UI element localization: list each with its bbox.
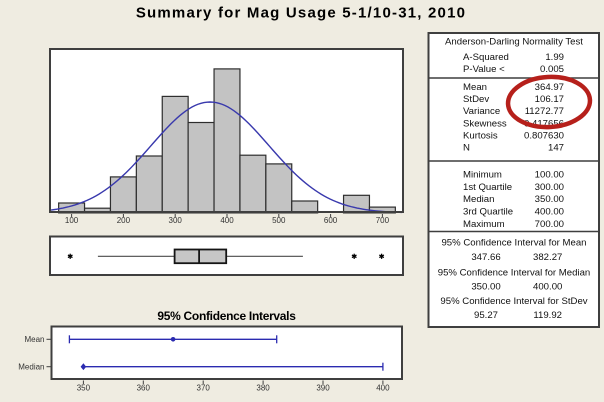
- svg-text:95% Confidence Intervals: 95% Confidence Intervals: [157, 309, 296, 323]
- svg-text:350: 350: [77, 384, 91, 393]
- svg-text:100.00: 100.00: [535, 170, 564, 181]
- svg-text:P-Value <: P-Value <: [463, 64, 505, 75]
- svg-text:400.00: 400.00: [533, 281, 562, 292]
- svg-text:350.00: 350.00: [535, 194, 564, 205]
- svg-text:StDev: StDev: [463, 94, 489, 105]
- svg-text:200: 200: [117, 216, 131, 225]
- svg-text:Anderson-Darling Normality Tes: Anderson-Darling Normality Test: [445, 37, 583, 48]
- svg-text:95.27: 95.27: [474, 310, 498, 321]
- svg-text:0.417656: 0.417656: [524, 118, 564, 129]
- svg-text:700.00: 700.00: [535, 219, 564, 230]
- svg-text:Median: Median: [18, 362, 44, 371]
- svg-text:Minimum: Minimum: [463, 170, 502, 181]
- svg-text:360: 360: [137, 384, 151, 393]
- svg-text:370: 370: [197, 384, 211, 393]
- svg-text:0.005: 0.005: [540, 64, 564, 75]
- svg-text:95% Confidence Interval for Me: 95% Confidence Interval for Median: [438, 267, 591, 278]
- svg-text:600: 600: [324, 216, 338, 225]
- svg-text:400.00: 400.00: [535, 207, 564, 218]
- svg-text:382.27: 382.27: [533, 252, 562, 263]
- svg-text:Kurtosis: Kurtosis: [463, 130, 498, 141]
- svg-text:95% Confidence Interval for Me: 95% Confidence Interval for Mean: [441, 238, 586, 249]
- svg-text:400: 400: [220, 216, 234, 225]
- svg-text:11272.77: 11272.77: [525, 106, 564, 117]
- svg-text:400: 400: [376, 384, 390, 393]
- svg-text:Median: Median: [463, 194, 494, 205]
- svg-text:95% Confidence Interval for St: 95% Confidence Interval for StDev: [440, 296, 587, 307]
- svg-text:Maximum: Maximum: [463, 219, 505, 230]
- svg-text:700: 700: [376, 216, 390, 225]
- svg-text:N: N: [463, 143, 470, 154]
- svg-text:0.807630: 0.807630: [524, 130, 564, 141]
- svg-text:390: 390: [316, 384, 330, 393]
- svg-text:Summary for Mag Usage 5-1/10-3: Summary for Mag Usage 5-1/10-31, 2010: [136, 5, 466, 22]
- svg-text:364.97: 364.97: [535, 82, 564, 93]
- svg-text:Skewness: Skewness: [463, 118, 507, 129]
- svg-text:347.66: 347.66: [471, 252, 500, 263]
- svg-text:100: 100: [65, 216, 79, 225]
- svg-text:1.99: 1.99: [545, 52, 564, 63]
- svg-text:Mean: Mean: [24, 335, 44, 344]
- svg-text:119.92: 119.92: [533, 310, 562, 321]
- svg-text:Mean: Mean: [463, 82, 487, 93]
- svg-text:106.17: 106.17: [535, 94, 564, 105]
- svg-text:147: 147: [548, 143, 564, 154]
- svg-text:A-Squared: A-Squared: [463, 52, 509, 63]
- svg-text:300.00: 300.00: [535, 182, 564, 193]
- svg-text:300: 300: [169, 216, 183, 225]
- svg-text:380: 380: [256, 384, 270, 393]
- svg-text:500: 500: [272, 216, 286, 225]
- svg-text:3rd Quartile: 3rd Quartile: [463, 207, 513, 218]
- svg-text:1st Quartile: 1st Quartile: [463, 182, 512, 193]
- svg-text:Variance: Variance: [463, 106, 500, 117]
- svg-text:350.00: 350.00: [471, 281, 500, 292]
